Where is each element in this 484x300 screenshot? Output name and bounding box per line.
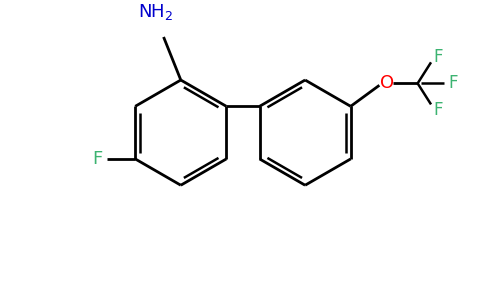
Text: O: O (380, 74, 394, 92)
Text: F: F (433, 101, 442, 119)
Text: F: F (433, 48, 442, 66)
Text: F: F (92, 150, 103, 168)
Text: F: F (448, 74, 458, 92)
Text: NH$_2$: NH$_2$ (138, 2, 174, 22)
